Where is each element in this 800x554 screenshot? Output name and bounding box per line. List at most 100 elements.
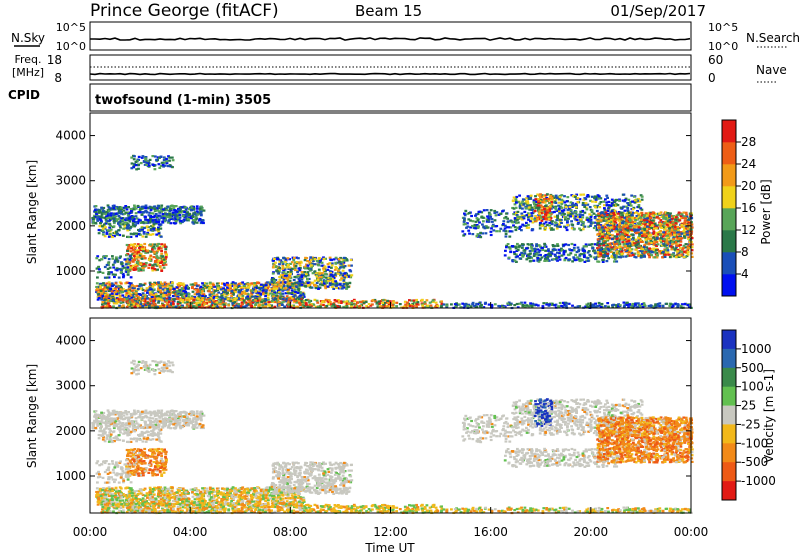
power-cell	[157, 281, 160, 284]
power-cell	[524, 205, 528, 208]
power-cell	[588, 213, 592, 216]
power-cell	[643, 217, 647, 220]
power-cell	[627, 198, 631, 201]
power-cell	[127, 213, 130, 216]
power-cell	[195, 293, 199, 296]
power-cell	[230, 290, 234, 293]
power-cell	[160, 161, 164, 164]
power-cell	[277, 281, 280, 284]
power-cell	[516, 210, 520, 213]
power-cell	[612, 204, 616, 207]
power-cell	[646, 233, 650, 236]
power-cell	[112, 283, 116, 286]
power-cell	[117, 300, 120, 303]
power-cell	[127, 303, 131, 306]
power-cell	[177, 306, 180, 309]
power-cell	[297, 257, 300, 260]
power-cell	[266, 287, 270, 290]
power-cell	[339, 279, 342, 282]
power-cell	[250, 295, 253, 298]
power-cell	[341, 284, 345, 288]
power-cell	[107, 294, 110, 297]
power-cell	[186, 211, 190, 214]
power-cell	[544, 245, 548, 248]
power-cell	[626, 210, 630, 213]
power-cell	[181, 304, 184, 307]
power-cell	[105, 255, 108, 258]
power-cell	[530, 243, 534, 246]
power-cell	[549, 228, 553, 231]
power-cell	[637, 212, 640, 215]
power-cell	[299, 283, 302, 286]
power-cell	[575, 218, 579, 221]
power-cell	[412, 301, 416, 304]
power-cell	[118, 267, 121, 271]
power-cell	[150, 212, 153, 215]
power-cell	[138, 304, 142, 307]
power-cell	[195, 297, 199, 300]
power-cell	[349, 276, 353, 279]
power-cell	[97, 291, 100, 294]
power-cell	[272, 271, 275, 274]
power-cell	[506, 220, 510, 223]
power-cell	[567, 207, 571, 210]
power-cell	[150, 267, 154, 270]
power-cell	[107, 229, 110, 232]
power-cell	[106, 262, 110, 265]
power-cell	[285, 300, 289, 303]
power-cell	[412, 299, 416, 302]
power-cell	[126, 247, 130, 250]
power-cell	[594, 257, 597, 261]
power-cell	[144, 251, 148, 254]
power-cell	[136, 284, 139, 288]
power-cell	[181, 301, 185, 304]
power-cell	[533, 203, 536, 206]
power-cell	[190, 206, 194, 209]
power-cell	[612, 251, 616, 254]
power-cell	[107, 273, 110, 276]
power-cell	[131, 222, 135, 225]
power-cell	[284, 260, 287, 263]
power-cell	[119, 301, 123, 304]
power-cell	[313, 258, 317, 261]
power-cell	[171, 211, 175, 214]
power-cell	[136, 297, 140, 300]
power-cell	[569, 210, 573, 213]
power-cell	[126, 271, 130, 274]
power-cell	[578, 215, 582, 219]
power-cell	[94, 211, 98, 214]
power-cell	[554, 254, 557, 257]
power-cell	[143, 296, 147, 299]
power-cell	[210, 291, 213, 294]
power-cell	[525, 226, 529, 229]
power-cell	[464, 222, 467, 226]
power-cell	[145, 233, 149, 236]
power-cell	[512, 224, 515, 227]
power-cell	[343, 259, 347, 262]
power-cell	[516, 255, 519, 258]
power-cell	[179, 282, 182, 285]
power-cell	[583, 211, 587, 214]
power-cell	[590, 209, 594, 212]
power-cell	[324, 276, 328, 279]
power-cell	[318, 306, 322, 309]
power-cell	[523, 249, 527, 252]
power-cell	[497, 213, 501, 216]
power-cell	[118, 294, 122, 297]
power-cell	[134, 250, 137, 253]
power-cell	[584, 198, 588, 201]
power-cell	[246, 297, 250, 301]
power-cell	[196, 207, 199, 210]
power-cell	[195, 304, 199, 307]
power-cell	[558, 219, 562, 222]
power-cell	[291, 282, 295, 285]
power-cell	[552, 258, 556, 261]
power-cell	[578, 213, 582, 216]
power-cell	[242, 299, 246, 302]
power-cell	[342, 305, 346, 309]
power-cell	[158, 265, 162, 268]
power-cell	[566, 253, 570, 256]
power-cell	[573, 227, 576, 230]
power-cell	[158, 211, 162, 214]
power-cell	[102, 282, 105, 285]
